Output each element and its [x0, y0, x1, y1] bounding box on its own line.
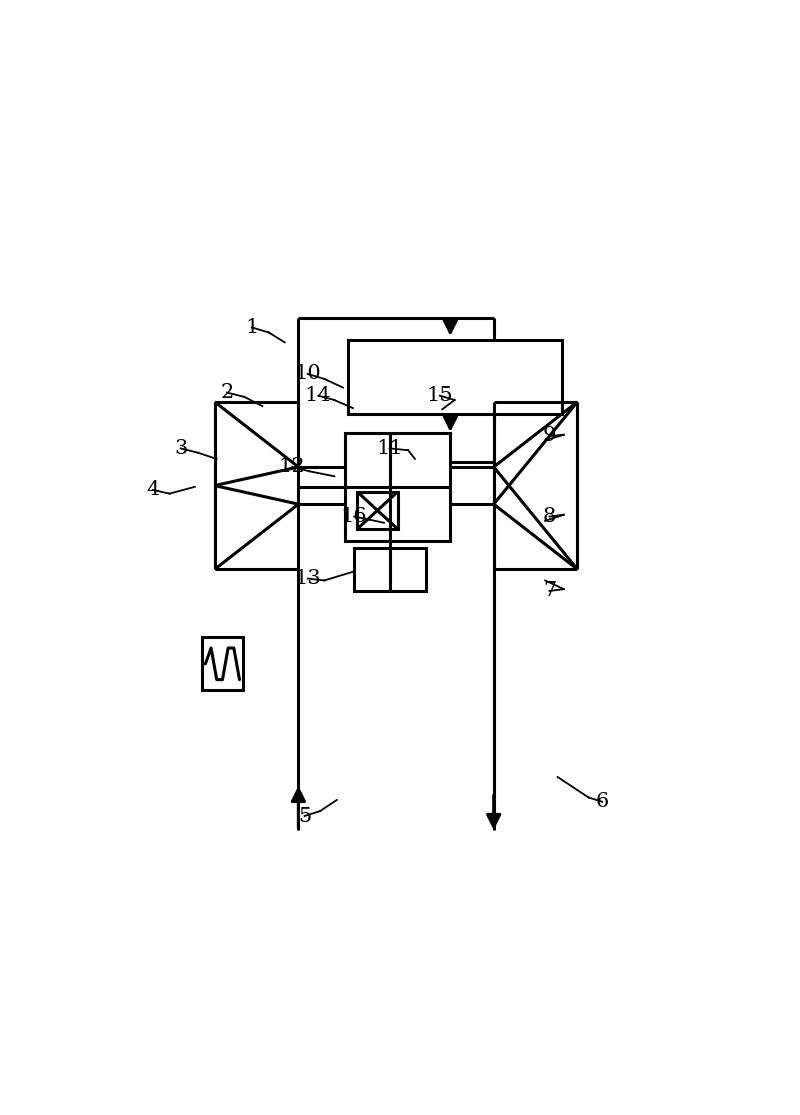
Text: 10: 10	[294, 365, 321, 384]
Bar	[354, 547, 426, 591]
Text: 16: 16	[341, 507, 367, 526]
Text: 9: 9	[543, 426, 556, 446]
Text: 12: 12	[279, 457, 306, 476]
Text: 1: 1	[246, 318, 258, 337]
Text: 11: 11	[376, 439, 403, 458]
Bar	[202, 638, 242, 690]
Text: 5: 5	[298, 806, 311, 825]
Bar	[348, 340, 562, 415]
Text: 3: 3	[174, 439, 187, 458]
Text: 15: 15	[426, 386, 453, 405]
Text: 13: 13	[294, 569, 321, 588]
Bar	[358, 492, 398, 529]
Text: 14: 14	[305, 386, 331, 405]
Text: 8: 8	[543, 507, 556, 526]
Bar	[345, 433, 450, 542]
Text: 2: 2	[221, 384, 234, 403]
Text: 7: 7	[543, 582, 556, 601]
Text: 4: 4	[146, 481, 159, 500]
Text: 6: 6	[595, 793, 609, 812]
